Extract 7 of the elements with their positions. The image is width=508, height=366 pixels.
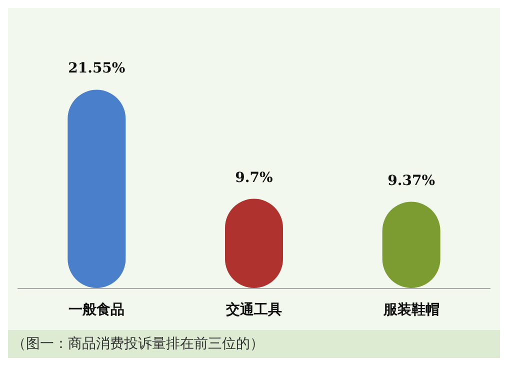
x-tick-label: 服装鞋帽 xyxy=(382,301,440,317)
data-label: 9.37% xyxy=(388,172,436,189)
x-tick-label: 交通工具 xyxy=(225,301,282,317)
text: （图一：商品消费投诉量排在前三位的） xyxy=(12,335,264,351)
x-tick-label: 一般食品 xyxy=(68,301,125,317)
data-label: 21.55% xyxy=(68,60,126,77)
data-label: 9.7% xyxy=(235,170,273,186)
